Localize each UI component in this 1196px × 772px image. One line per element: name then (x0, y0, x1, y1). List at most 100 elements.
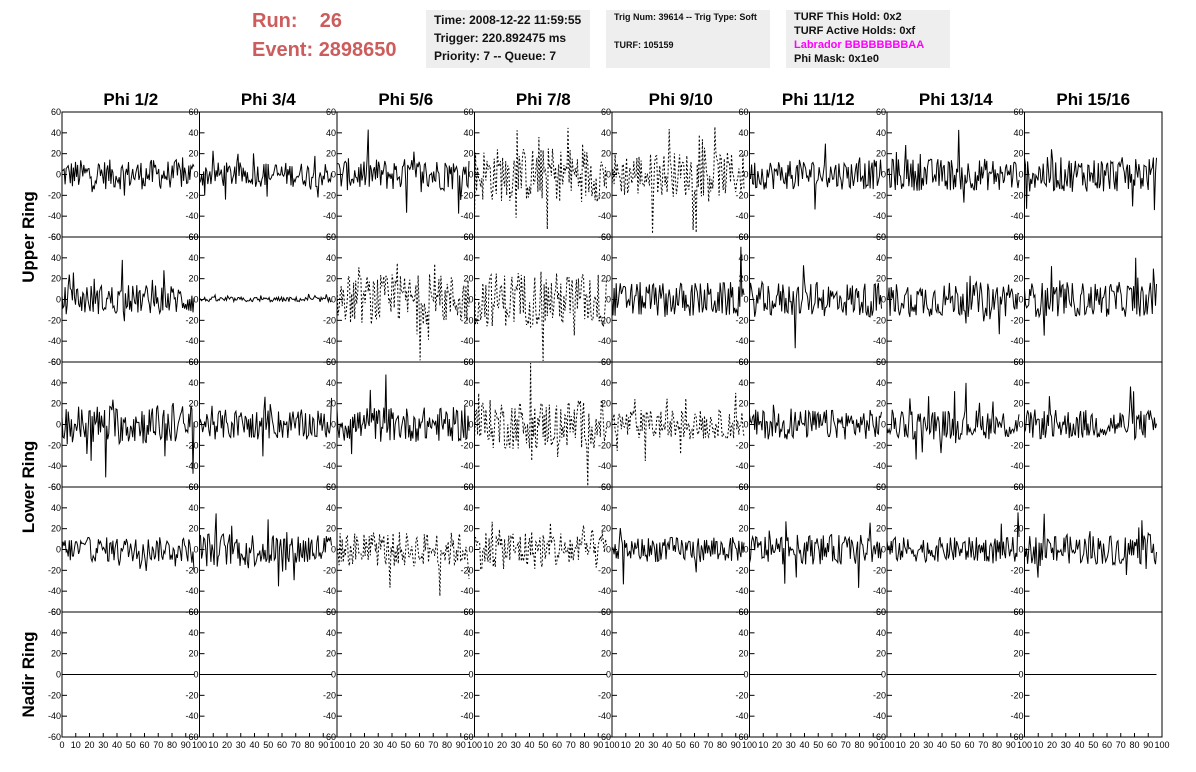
y-tick-label: -20 (1010, 315, 1023, 325)
waveform-trace (61, 259, 195, 322)
y-tick-label: 40 (1013, 378, 1023, 388)
y-tick-label: -20 (735, 565, 748, 575)
y-tick-label: 20 (188, 149, 198, 159)
y-tick-label: 0 (193, 670, 198, 680)
y-tick-label: 40 (876, 503, 886, 513)
y-tick-label: -20 (323, 690, 336, 700)
y-tick-label: -60 (873, 732, 886, 742)
x-tick-label: 50 (401, 740, 411, 750)
y-tick-label: 20 (601, 399, 611, 409)
y-tick-label: -40 (1010, 336, 1023, 346)
waveform-trace (749, 404, 882, 440)
y-tick-label: 60 (601, 232, 611, 242)
y-tick-label: 60 (1013, 482, 1023, 492)
y-tick-label: 0 (331, 545, 336, 555)
y-tick-label: -20 (598, 565, 611, 575)
y-tick-label: -40 (460, 336, 473, 346)
y-tick-label: 40 (601, 253, 611, 263)
waveform-trace (749, 143, 882, 210)
x-tick-label: 70 (153, 740, 163, 750)
x-tick-label: 60 (414, 740, 424, 750)
y-tick-label: 0 (1018, 670, 1023, 680)
y-tick-label: 20 (326, 524, 336, 534)
y-tick-label: -20 (598, 690, 611, 700)
y-tick-label: -20 (735, 440, 748, 450)
y-tick-label: 60 (188, 607, 198, 617)
panel-frame (61, 486, 200, 613)
y-tick-label: -60 (598, 732, 611, 742)
y-tick-label: -40 (48, 211, 61, 221)
run-event-box: Run: 26 Event: 2898650 (252, 10, 422, 70)
waveform-trace (474, 127, 607, 230)
x-tick-label: 0 (59, 740, 64, 750)
x-tick-label: 10 (621, 740, 631, 750)
y-tick-label: -40 (735, 211, 748, 221)
turf-text: TURF: 105159 (614, 40, 674, 50)
x-tick-label: 90 (318, 740, 328, 750)
column-header: Phi 13/14 (919, 90, 993, 109)
y-tick-label: -40 (873, 586, 886, 596)
y-tick-label: 40 (51, 628, 61, 638)
column-header: Phi 1/2 (103, 90, 158, 109)
y-tick-label: 20 (738, 399, 748, 409)
y-tick-label: 60 (876, 357, 886, 367)
y-tick-label: 0 (743, 545, 748, 555)
waveform-trace (749, 521, 882, 588)
y-tick-label: 60 (51, 232, 61, 242)
y-tick-label: 0 (468, 420, 473, 430)
y-tick-label: 0 (881, 670, 886, 680)
phi-mask-text: Phi Mask: 0x1e0 (794, 53, 879, 65)
x-tick-label: 40 (112, 740, 122, 750)
y-tick-label: 60 (601, 607, 611, 617)
y-tick-label: 40 (51, 253, 61, 263)
x-tick-label: 100 (1154, 740, 1169, 750)
y-tick-label: 20 (51, 649, 61, 659)
trigger-info-box: Trig Num: 39614 -- Trig Type: Soft TURF:… (606, 10, 770, 68)
x-tick-label: 90 (456, 740, 466, 750)
y-tick-label: -40 (185, 461, 198, 471)
y-tick-label: -60 (1010, 732, 1023, 742)
column-header: Phi 3/4 (241, 90, 296, 109)
run-label: Run: 26 (252, 10, 343, 32)
trig-num-text: Trig Num: 39614 -- Trig Type: Soft (614, 12, 757, 22)
y-tick-label: -20 (460, 315, 473, 325)
y-tick-label: 40 (51, 503, 61, 513)
x-tick-label: 60 (277, 740, 287, 750)
y-tick-label: -20 (873, 565, 886, 575)
y-tick-label: 40 (463, 253, 473, 263)
panel-frame (749, 486, 888, 613)
time-info-box: Time: 2008-12-22 11:59:55 Trigger: 220.8… (426, 10, 590, 68)
y-tick-label: -20 (185, 315, 198, 325)
y-tick-label: 20 (738, 524, 748, 534)
x-tick-label: 80 (992, 740, 1002, 750)
y-tick-label: -20 (323, 190, 336, 200)
y-tick-label: 40 (738, 503, 748, 513)
x-tick-label: 10 (483, 740, 493, 750)
y-tick-label: -20 (185, 440, 198, 450)
y-tick-label: 60 (463, 482, 473, 492)
y-tick-label: 40 (326, 128, 336, 138)
y-tick-label: -40 (48, 336, 61, 346)
x-tick-label: 100 (192, 740, 207, 750)
y-tick-label: 60 (326, 482, 336, 492)
y-tick-label: 60 (188, 357, 198, 367)
x-tick-label: 40 (937, 740, 947, 750)
x-tick-label: 60 (827, 740, 837, 750)
row-header: Upper Ring (19, 191, 38, 283)
y-tick-label: -40 (185, 586, 198, 596)
x-tick-label: 70 (291, 740, 301, 750)
y-tick-label: -40 (735, 336, 748, 346)
waveform-trace (886, 512, 1020, 564)
y-tick-label: 20 (326, 149, 336, 159)
y-tick-label: 0 (881, 170, 886, 180)
y-tick-label: 0 (331, 170, 336, 180)
y-tick-label: 60 (326, 357, 336, 367)
y-tick-label: -20 (735, 190, 748, 200)
y-tick-label: -60 (48, 732, 61, 742)
waveform-trace (61, 399, 195, 478)
x-tick-label: 70 (978, 740, 988, 750)
column-header: Phi 7/8 (516, 90, 571, 109)
x-tick-label: 80 (579, 740, 589, 750)
x-tick-label: 20 (1047, 740, 1057, 750)
y-tick-label: 60 (1013, 232, 1023, 242)
